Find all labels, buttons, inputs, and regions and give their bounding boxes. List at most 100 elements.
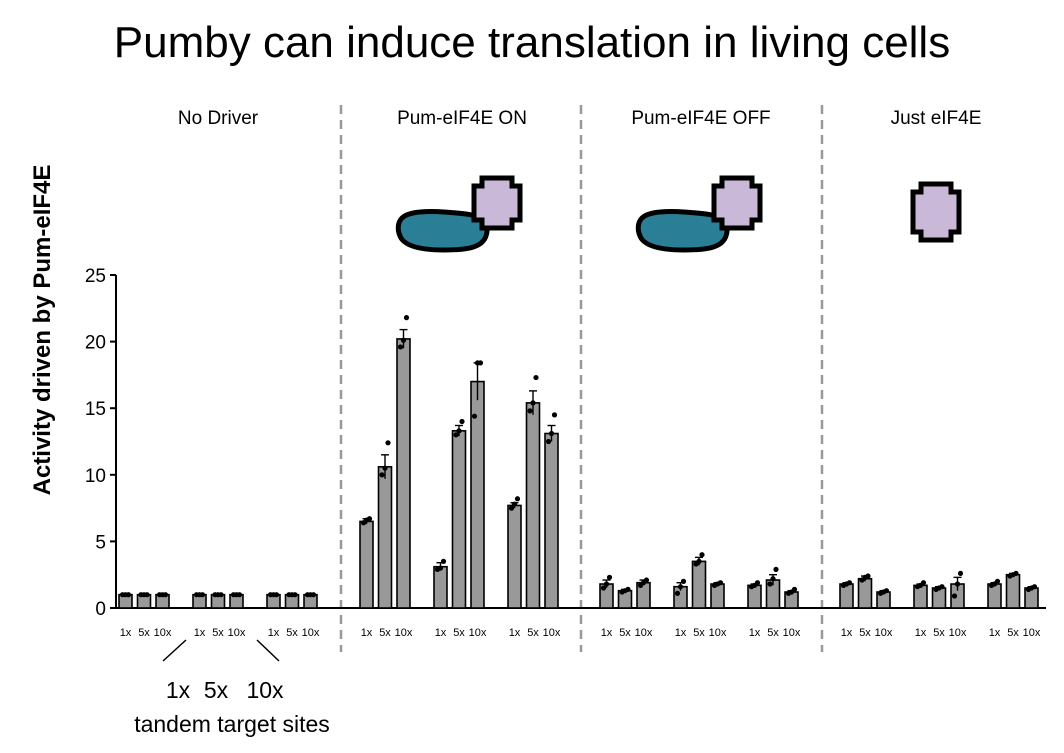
data-point [125,592,132,598]
data-point [459,418,465,425]
data-point [951,593,958,599]
bar [1005,573,1021,609]
bar [544,432,559,609]
category-label: 1x [675,627,687,639]
data-point [310,592,317,598]
data-point [625,586,631,592]
data-point [477,360,484,366]
data-point [530,400,536,406]
data-point [456,428,462,434]
data-point [677,584,684,590]
category-label: 5x [693,627,705,639]
category-label: 1x [601,627,613,639]
category-label: 1x [989,627,1001,639]
data-point [144,592,150,598]
slide-title: Pumby can induce translation in living c… [113,18,951,67]
legend-label-5x: 5x [204,677,229,703]
data-point [533,374,539,381]
icons-layer [395,175,962,253]
y-tick-label: 20 [85,333,106,354]
data-point [699,552,705,558]
data-point [366,516,373,522]
data-point [846,580,853,586]
bar [507,504,522,609]
data-point [791,586,798,592]
sites-legend: 1x 5x 10x tandem target sites [134,639,330,737]
y-tick-label: 10 [85,466,106,487]
category-label: 10x [875,627,893,639]
data-point [939,584,945,590]
category-label: 10x [543,627,561,639]
data-point [437,565,444,571]
data-point [397,344,404,350]
legend-label-10x: 10x [246,677,284,703]
category-label: 5x [138,627,150,639]
data-point [994,578,1001,584]
data-point [514,496,521,502]
data-point [773,566,779,572]
data-point [920,580,927,586]
data-point [199,592,206,598]
y-tick-label: 0 [95,599,106,620]
category-label: 5x [379,627,391,639]
bar [987,583,1002,609]
data-point [379,472,385,478]
data-point [527,408,533,414]
panel-title: Pum-eIF4E OFF [631,108,770,129]
eif4e-cross-icon [711,175,763,231]
data-point [1031,584,1038,590]
category-label: 5x [933,627,945,639]
data-point [440,558,447,564]
category-label: 5x [619,627,631,639]
category-label: 1x [361,627,373,639]
data-point [218,592,224,598]
category-label: 1x [509,627,521,639]
data-point [674,590,681,596]
category-label: 5x [453,627,465,639]
data-point [606,574,613,580]
category-label: 1x [749,627,761,639]
data-point [767,581,773,587]
eif4e-cross-icon [910,181,962,243]
data-point [471,413,478,419]
pum-blob-icon [635,209,730,253]
legend-label-1x: 1x [166,677,191,703]
data-point [865,573,871,579]
bar [433,565,448,609]
bar [451,430,467,609]
category-label: 5x [286,627,298,639]
legend-leader-line [256,639,280,662]
data-point [643,577,650,583]
bar [710,583,725,609]
category-label: 10x [395,627,413,639]
data-point [385,440,391,446]
category-label: 5x [859,627,871,639]
data-point [292,592,298,598]
category-label: 5x [1007,627,1019,639]
data-point [508,505,515,511]
y-axis-label: Activity driven by Pum-eIF4E [29,165,56,496]
data-point [770,576,776,582]
data-point [382,465,388,471]
category-label: 10x [228,627,246,639]
labels-layer: No Driver 1x 5x 10x 1x 5x 10x 1x 5x 10x Pum-eIF4E … [120,108,1041,639]
data-point [600,585,607,591]
data-point [754,580,761,586]
data-point [603,581,610,587]
data-point [717,580,724,586]
panel-title: Pum-eIF4E ON [397,108,527,129]
legend-leader-line [162,639,187,662]
category-label: 10x [635,627,653,639]
category-label: 10x [783,627,801,639]
data-point [957,570,964,576]
category-label: 1x [268,627,280,639]
bar [359,520,374,609]
category-label: 5x [212,627,224,639]
panel-title: No Driver [178,108,259,129]
data-point [273,592,280,598]
category-label: 1x [194,627,206,639]
data-point [548,430,555,437]
bar [396,338,411,609]
category-label: 10x [949,627,967,639]
